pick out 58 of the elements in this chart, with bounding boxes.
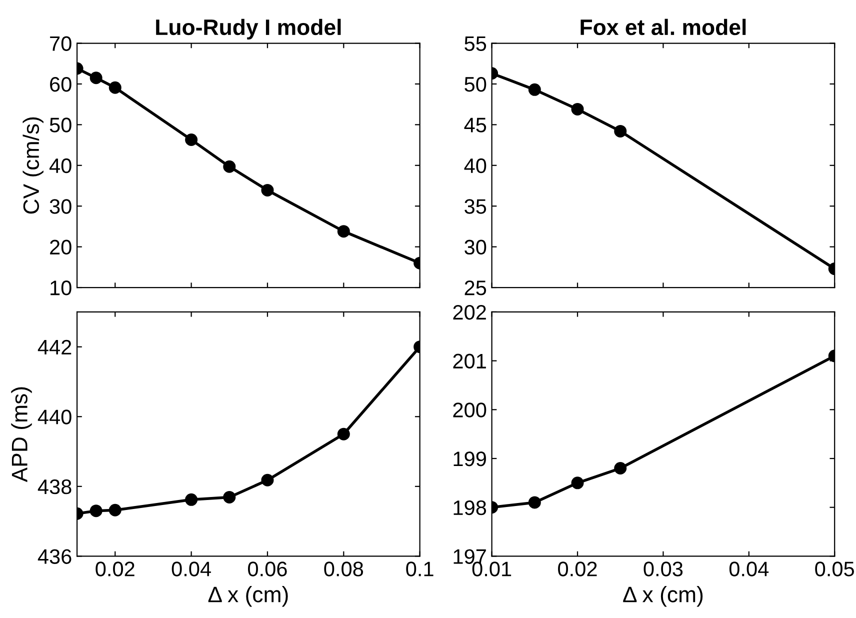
point [261, 184, 274, 196]
y-tick-label: 201 [453, 354, 486, 369]
point [223, 160, 236, 173]
x-tick-label: 0.02 [96, 562, 134, 576]
y-tick-label: 55 [464, 36, 486, 52]
point [571, 476, 584, 490]
y-tick-label: 197 [454, 549, 486, 564]
y-axis-title: APD (ms) [11, 387, 32, 482]
y-tick-label: 20 [50, 240, 72, 255]
point [223, 490, 236, 504]
y-tick-label: 200 [453, 402, 486, 418]
y-tick-label: 25 [464, 280, 486, 296]
y-tick-label: 199 [454, 452, 486, 466]
y-tick-label: 440 [38, 410, 72, 424]
chart-title: Fox et al. model [580, 18, 746, 36]
y-tick-label: 60 [50, 76, 72, 92]
point [337, 428, 350, 440]
x-tick-label: 0.1 [406, 562, 434, 576]
y-axis-title: CV (cm/s) [22, 117, 44, 214]
y-tick-label: 70 [50, 36, 72, 52]
x-tick-label: 0.05 [815, 562, 854, 576]
point [337, 225, 350, 238]
y-tick-label: 438 [38, 479, 72, 494]
point [261, 474, 274, 486]
y-tick-label: 30 [50, 199, 72, 214]
y-tick-label: 202 [453, 304, 486, 320]
x-tick-label: 0.02 [558, 562, 597, 576]
y-tick-label: 198 [454, 500, 486, 516]
y-tick-label: 35 [464, 199, 486, 214]
point [571, 102, 584, 116]
point [90, 72, 102, 84]
point [185, 133, 198, 146]
point [528, 83, 541, 96]
y-tick-label: 50 [464, 76, 486, 92]
x-tick-label: 0.04 [729, 562, 769, 576]
chart-title: Luo-Rudy I model [156, 18, 341, 40]
y-tick-label: 10 [50, 280, 72, 296]
y-tick-label: 40 [49, 158, 72, 174]
y-tick-label: 45 [464, 118, 486, 132]
y-tick-label: 50 [50, 118, 72, 132]
y-tick-label: 436 [38, 549, 72, 564]
point [614, 124, 627, 138]
y-tick-label: 40 [464, 158, 486, 174]
point [185, 493, 198, 506]
x-tick-label: 0.01 [472, 562, 512, 576]
x-axis-title: Δ x (cm) [208, 586, 288, 607]
x-tick-label: 0.03 [644, 562, 683, 576]
point [108, 504, 122, 516]
x-axis-title: Δ x (cm) [623, 586, 703, 607]
y-tick-label: 30 [464, 240, 486, 255]
y-tick-label: 442 [38, 340, 72, 354]
point [108, 81, 122, 94]
x-tick-label: 0.04 [172, 562, 211, 576]
point [90, 504, 102, 518]
point [528, 496, 541, 509]
x-tick-label: 0.06 [248, 562, 287, 576]
x-tick-label: 0.08 [324, 562, 364, 576]
point [614, 462, 627, 475]
